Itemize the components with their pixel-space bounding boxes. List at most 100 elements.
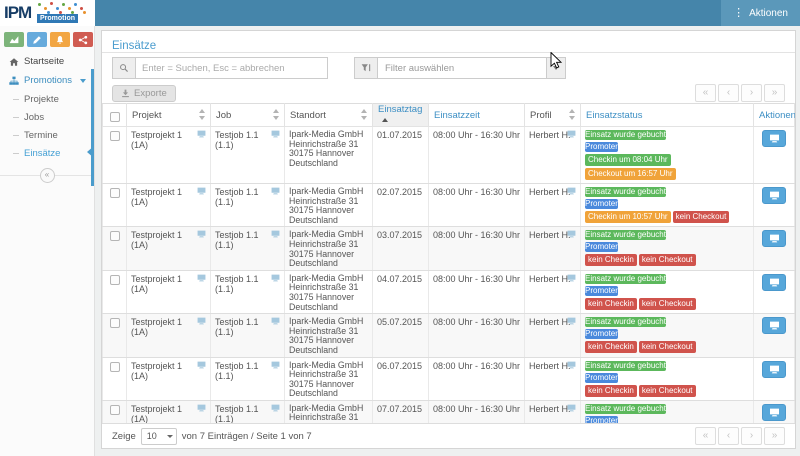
details-monitor-icon[interactable] [197, 230, 206, 238]
row-details-button[interactable] [762, 187, 786, 204]
row-checkbox[interactable] [109, 231, 120, 242]
column-header-status[interactable]: Einsatzstatus [580, 103, 754, 127]
details-monitor-icon[interactable] [197, 274, 206, 282]
sidebar-item-jobs[interactable]: Jobs [0, 108, 94, 126]
details-monitor-icon[interactable] [271, 361, 280, 369]
column-header-aktionen[interactable]: Aktionen [753, 103, 795, 127]
quick-button-share[interactable] [73, 32, 93, 47]
page-next-button[interactable]: › [741, 427, 762, 445]
status-badge: Einsatz wurde gebucht [585, 360, 666, 371]
row-checkbox[interactable] [109, 274, 120, 285]
row-details-button[interactable] [762, 403, 786, 421]
table-row: Testprojekt 1 (1A) Testjob 1.1 (1.1) Ipark… [102, 356, 795, 401]
projekt-value: Testprojekt 1 (1A) [131, 317, 183, 338]
details-monitor-icon[interactable] [197, 130, 206, 138]
column-header-projekt[interactable]: Projekt [126, 103, 211, 127]
row-details-button[interactable] [762, 130, 786, 147]
select-all-checkbox[interactable] [109, 111, 120, 122]
aktionen-menu-button[interactable]: ⋮ Aktionen [721, 0, 800, 26]
details-monitor-icon[interactable] [197, 187, 206, 195]
column-header-standort[interactable]: Standort [284, 103, 373, 127]
page-last-button[interactable]: » [764, 84, 785, 102]
filter-caret-button[interactable] [546, 57, 566, 79]
einsatzzeit-value: 08:00 Uhr - 16:30 Uhr [433, 273, 521, 284]
details-monitor-icon[interactable] [271, 404, 280, 412]
details-monitor-icon[interactable] [567, 317, 576, 325]
row-details-button[interactable] [762, 317, 786, 335]
status-badge: kein Checkin [585, 384, 637, 397]
details-monitor-icon[interactable] [271, 130, 280, 138]
column-header-einsatzzeit[interactable]: Einsatzzeit [428, 103, 525, 127]
row-checkbox[interactable] [109, 318, 120, 329]
cell-profil: Herbert H. [524, 126, 581, 184]
quick-button-pencil[interactable] [27, 32, 47, 47]
details-monitor-icon[interactable] [567, 230, 576, 238]
page-prev-button[interactable]: ‹ [718, 427, 739, 445]
row-details-button[interactable] [762, 273, 786, 291]
cell-checkbox [102, 226, 127, 271]
details-monitor-icon[interactable] [567, 130, 576, 138]
toolbar: Filter auswählen [102, 53, 795, 83]
standort-line: 30175 Hannover [289, 205, 355, 216]
sidebar-item-startseite[interactable]: Startseite [0, 52, 94, 71]
sidebar-item-einsaetze[interactable]: Einsätze [0, 144, 94, 162]
page-first-button[interactable]: « [695, 84, 716, 102]
search-input[interactable] [136, 57, 328, 79]
column-header-einsatztag[interactable]: Einsatztag [372, 103, 429, 127]
details-monitor-icon[interactable] [567, 404, 576, 412]
filter-select[interactable]: Filter auswählen [378, 57, 546, 79]
ellipsis-vertical-icon: ⋮ [733, 6, 745, 19]
details-monitor-icon[interactable] [271, 317, 280, 325]
actions-row: Exporte «‹ ›» [102, 83, 795, 103]
details-monitor-icon[interactable] [271, 230, 280, 238]
row-checkbox[interactable] [109, 404, 120, 415]
details-monitor-icon[interactable] [197, 361, 206, 369]
topbar: IPM Promotion ⋮ Aktionen [0, 0, 800, 26]
collapse-sidebar-button[interactable]: « [39, 167, 55, 183]
page-size-select[interactable]: 10 [140, 427, 177, 445]
page-last-button[interactable]: » [764, 427, 785, 445]
filter-group: Filter auswählen [354, 57, 566, 79]
cell-projekt: Testprojekt 1 (1A) [126, 399, 211, 423]
cell-projekt: Testprojekt 1 (1A) [126, 182, 211, 228]
row-checkbox[interactable] [109, 188, 120, 198]
table-row: Testprojekt 1 (1A) Testjob 1.1 (1.1) Ipark… [102, 182, 795, 228]
column-header-job[interactable]: Job [210, 103, 285, 127]
row-checkbox[interactable] [109, 361, 120, 372]
details-monitor-icon[interactable] [567, 361, 576, 369]
standort-line: 30175 Hannover [289, 248, 355, 259]
page-prev-button[interactable]: ‹ [718, 84, 739, 102]
details-monitor-icon[interactable] [567, 187, 576, 195]
cell-einsatztag: 02.07.2015 [372, 182, 429, 228]
submenu-label: Jobs [24, 111, 45, 123]
row-details-button[interactable] [762, 230, 786, 248]
monitor-icon [769, 191, 780, 200]
quick-button-chart[interactable] [4, 32, 24, 47]
cell-projekt: Testprojekt 1 (1A) [126, 226, 211, 271]
export-button[interactable]: Exporte [112, 84, 176, 102]
sort-icon [569, 109, 576, 120]
sidebar-item-projekte[interactable]: Projekte [0, 90, 94, 108]
details-monitor-icon[interactable] [197, 404, 206, 412]
quick-button-bell[interactable] [50, 32, 70, 47]
details-monitor-icon[interactable] [567, 274, 576, 282]
row-checkbox[interactable] [109, 131, 120, 141]
sidebar-item-promotions[interactable]: Promotions [0, 71, 94, 90]
status-badge: kein Checkout [638, 297, 696, 310]
sidebar-item-termine[interactable]: Termine [0, 126, 94, 144]
table-row: Testprojekt 1 (1A) Testjob 1.1 (1.1) Ipark… [102, 126, 795, 184]
details-monitor-icon[interactable] [271, 274, 280, 282]
page-next-button[interactable]: › [741, 84, 762, 102]
row-details-button[interactable] [762, 360, 786, 378]
status-badge: Promoter [585, 142, 618, 152]
column-header-profil[interactable]: Profil [524, 103, 581, 127]
details-monitor-icon[interactable] [271, 187, 280, 195]
details-monitor-icon[interactable] [197, 317, 206, 325]
standort-line: Heinrichstraße 31 [289, 282, 359, 293]
app-logo[interactable]: IPM Promotion [0, 0, 95, 26]
table-row: Testprojekt 1 (1A) Testjob 1.1 (1.1) Ipark… [102, 313, 795, 358]
page-first-button[interactable]: « [695, 427, 716, 445]
